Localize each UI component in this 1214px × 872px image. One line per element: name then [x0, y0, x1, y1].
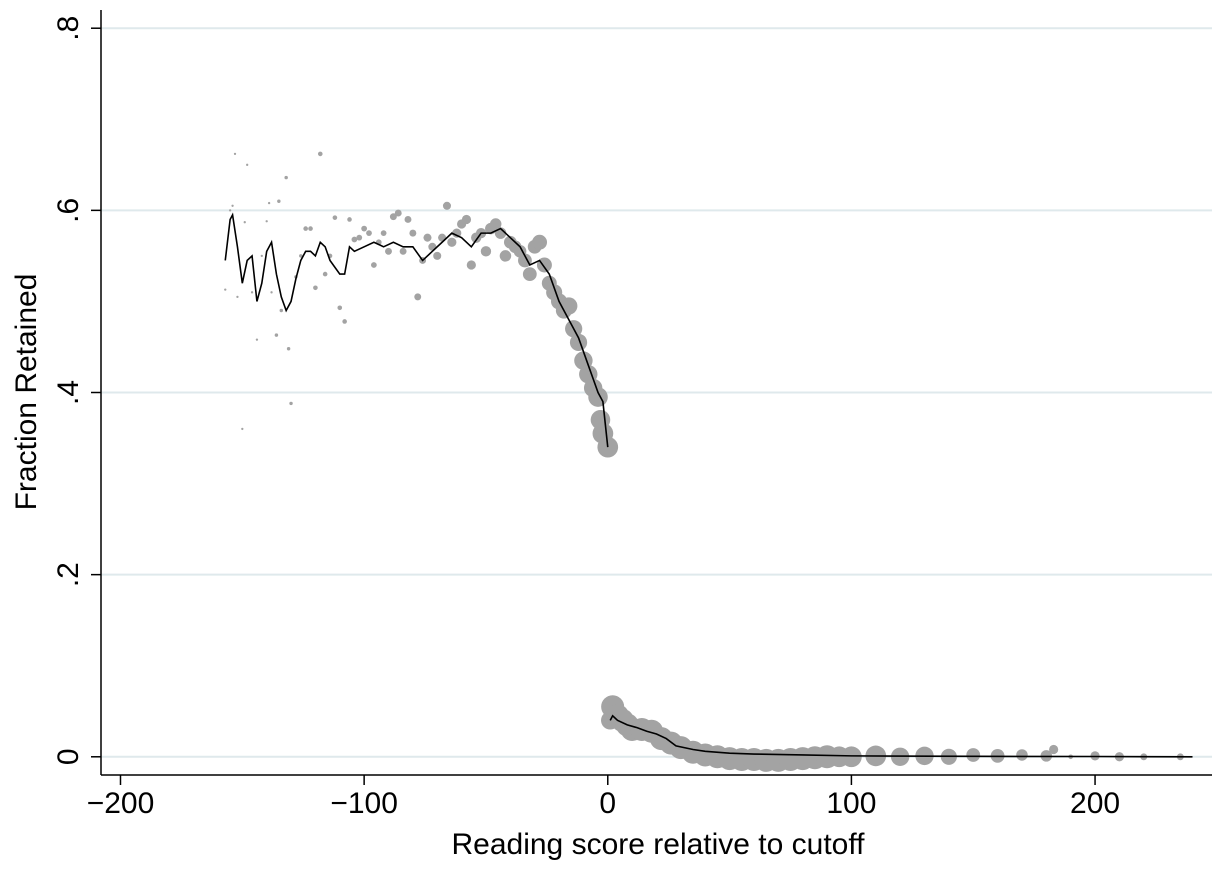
bubble: [1049, 744, 1059, 755]
bubble: [317, 151, 323, 157]
bubble: [243, 221, 246, 224]
bubble: [228, 209, 232, 212]
bubble: [399, 247, 407, 255]
bubble: [347, 217, 352, 222]
bubble: [499, 250, 512, 262]
x-tick-label: −100: [330, 787, 398, 820]
bubble: [289, 401, 293, 406]
bubble: [966, 748, 981, 762]
x-tick-label: 0: [599, 787, 616, 820]
bubble: [409, 229, 417, 237]
bubble: [452, 228, 462, 238]
y-tick-label: .4: [52, 380, 85, 405]
bubble: [250, 291, 254, 294]
fit-line: [224, 212, 1193, 758]
bubble: [332, 215, 338, 220]
bubble: [236, 295, 239, 299]
bubble: [461, 214, 472, 225]
y-axis-title: Fraction Retained: [10, 274, 43, 511]
bubble: [380, 230, 387, 236]
bubble: [569, 333, 588, 352]
bubble: [284, 175, 288, 180]
bubble: [224, 288, 227, 291]
bubble: [597, 436, 619, 458]
bubble: [351, 236, 358, 243]
bubble: [286, 347, 291, 351]
bubble: [366, 230, 372, 236]
bubble: [389, 213, 397, 221]
bubble: [255, 338, 259, 341]
bubble: [361, 225, 368, 232]
bubble: [342, 319, 347, 324]
bubble: [560, 297, 578, 315]
bubble: [404, 216, 412, 223]
x-tick-label: 100: [826, 787, 876, 820]
bubble: [260, 254, 263, 258]
bubble: [841, 746, 862, 768]
bubble: [385, 247, 392, 255]
bubble: [433, 251, 442, 260]
bubble: [414, 293, 422, 301]
y-tick-label: .2: [52, 562, 85, 587]
bubble: [337, 305, 343, 311]
bubble: [394, 209, 402, 217]
bubble: [270, 291, 273, 294]
bubble: [308, 226, 313, 231]
bubble: [267, 201, 271, 205]
bubble: [522, 267, 537, 282]
bubble: [277, 199, 281, 203]
bubble: [447, 237, 457, 247]
bubble: [241, 427, 244, 431]
bubble: [371, 262, 377, 268]
bubble: [322, 271, 328, 277]
bubble: [274, 333, 279, 337]
bubble: [356, 234, 363, 241]
y-tick-label: .8: [52, 16, 85, 41]
bubble: [303, 226, 308, 231]
x-axis-title: Reading score relative to cutoff: [451, 828, 865, 861]
bubble: [466, 260, 476, 270]
bubble: [489, 218, 502, 230]
bubble: [265, 220, 268, 223]
bubble: [231, 204, 234, 207]
y-tick-label: 0: [52, 748, 85, 765]
bubble: [532, 234, 548, 250]
y-tick-label: .6: [52, 198, 85, 223]
x-tick-label: −200: [87, 787, 155, 820]
bubble: [1016, 749, 1028, 761]
x-tick-label: 200: [1070, 787, 1120, 820]
bubble: [423, 233, 432, 242]
bubble: [246, 163, 249, 166]
bubble: [442, 201, 451, 210]
bubble: [480, 246, 492, 257]
bubble: [313, 285, 318, 291]
bubble: [279, 308, 284, 313]
bubble: [299, 254, 303, 258]
bubble: [233, 152, 237, 156]
